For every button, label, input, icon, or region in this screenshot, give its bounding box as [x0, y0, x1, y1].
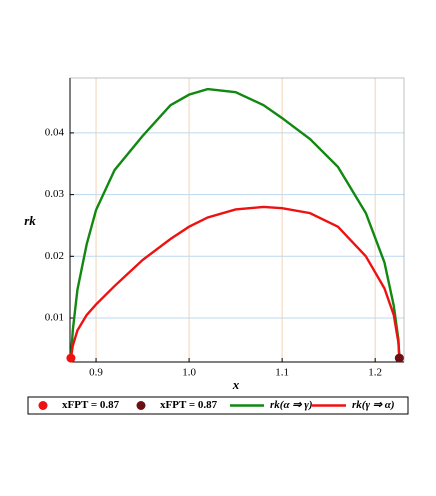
legend-marker: [136, 401, 146, 410]
plot-frame: [69, 77, 405, 363]
point: [394, 353, 404, 363]
legend-label: xFPT = 0.87: [62, 399, 120, 411]
x-tick-label: 0.9: [89, 367, 103, 379]
y-axis-label: rk: [24, 213, 36, 228]
line: [69, 87, 401, 359]
y-tick-label: 0.03: [45, 188, 65, 200]
point: [66, 353, 76, 363]
legend-label: rk(γ ⇒ α): [352, 399, 395, 411]
line: [69, 205, 401, 359]
x-tick-label: 1.2: [368, 367, 382, 379]
y-tick-label: 0.02: [45, 250, 64, 262]
y-tick-label: 0.04: [45, 126, 65, 138]
y-tick-label: 0.01: [45, 312, 64, 324]
x-axis-label: x: [232, 377, 240, 392]
legend-label: xFPT = 0.87: [160, 399, 218, 411]
x-tick-label: 1.0: [182, 367, 196, 379]
legend-marker: [38, 401, 48, 410]
x-tick-label: 1.1: [275, 367, 289, 379]
legend-box: [27, 396, 409, 415]
legend-label: rk(α ⇒ γ): [270, 399, 313, 411]
